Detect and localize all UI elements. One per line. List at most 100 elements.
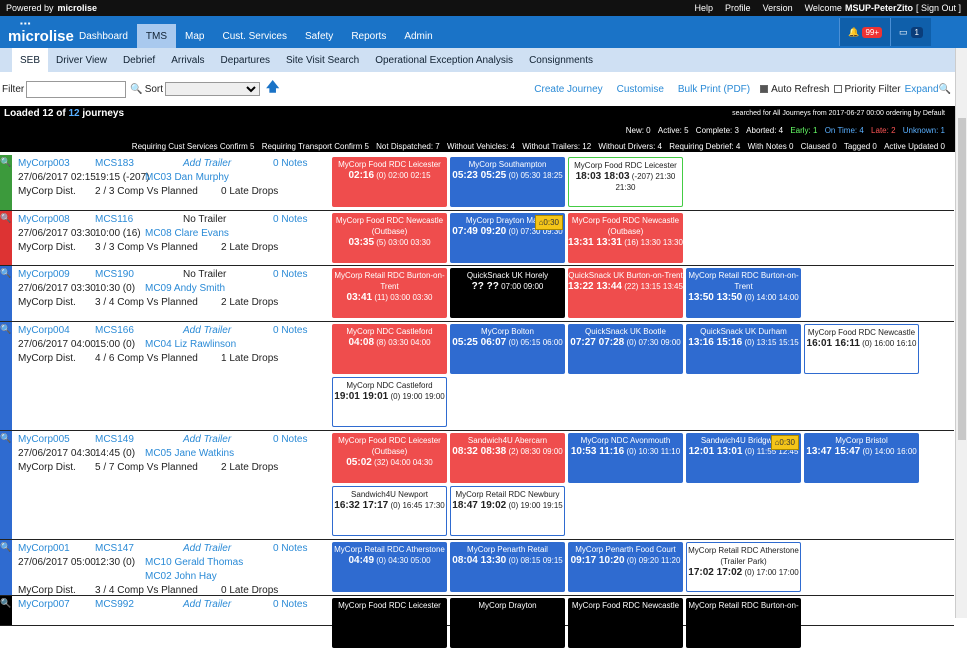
notes-link[interactable]: 0 Notes bbox=[273, 325, 308, 336]
vehicle-link[interactable]: MCS992 bbox=[95, 599, 134, 610]
stop-card[interactable]: MyCorp Drayton bbox=[450, 598, 565, 648]
stop-card[interactable]: MyCorp Retail RDC Atherstone (Trailer Pa… bbox=[686, 542, 801, 592]
notes-link[interactable]: 0 Notes bbox=[273, 158, 308, 169]
req-without-trailers[interactable]: Without Trailers: 12 bbox=[522, 142, 592, 151]
expand-link[interactable]: Expand bbox=[904, 83, 939, 95]
stop-card[interactable]: QuickSnack UK Horely ?? ?? 07:00 09:00 bbox=[450, 268, 565, 318]
req-claused[interactable]: Claused 0 bbox=[800, 142, 837, 151]
subtab-departures[interactable]: Departures bbox=[220, 54, 271, 66]
trailer-link[interactable]: No Trailer bbox=[183, 214, 227, 225]
journey-id-link[interactable]: MyCorp007 bbox=[18, 599, 70, 610]
zoom-icon[interactable]: 🔍 bbox=[0, 598, 12, 608]
driver-link[interactable]: MC08 Clare Evans bbox=[145, 228, 229, 239]
journey-id-link[interactable]: MyCorp004 bbox=[18, 325, 70, 336]
subtab-debrief[interactable]: Debrief bbox=[122, 54, 156, 66]
req-transport[interactable]: Requiring Transport Confirm 5 bbox=[261, 142, 369, 151]
zoom-icon[interactable]: 🔍 bbox=[0, 324, 12, 334]
vehicle-link[interactable]: MCS183 bbox=[95, 158, 134, 169]
stop-card[interactable]: MyCorp Southampton 05:23 05:25 (0) 05:30… bbox=[450, 157, 565, 207]
stop-card[interactable]: MyCorp Food RDC Newcastle (Outbase) 03:3… bbox=[332, 213, 447, 263]
stop-card[interactable]: MyCorp Retail RDC Atherstone 04:49 (0) 0… bbox=[332, 542, 447, 592]
req-with-notes[interactable]: With Notes 0 bbox=[747, 142, 794, 151]
auto-refresh-checkbox[interactable] bbox=[760, 85, 769, 93]
stop-card[interactable]: QuickSnack UK Durham 13:16 15:16 (0) 13:… bbox=[686, 324, 801, 374]
nav-tab-dashboard[interactable]: Dashboard bbox=[79, 30, 128, 42]
stop-card[interactable]: MyCorp Retail RDC Burton-on- bbox=[686, 598, 801, 648]
subtab-seb[interactable]: SEB bbox=[12, 48, 49, 72]
stop-card[interactable]: QuickSnack UK Burton-on-Trent 13:22 13:4… bbox=[568, 268, 683, 318]
sort-select[interactable] bbox=[165, 82, 261, 96]
req-not-dispatched[interactable]: Not Dispatched: 7 bbox=[376, 142, 440, 151]
notes-link[interactable]: 0 Notes bbox=[273, 214, 308, 225]
req-without-vehicles[interactable]: Without Vehicles: 4 bbox=[446, 142, 516, 151]
req-tagged[interactable]: Tagged 0 bbox=[843, 142, 877, 151]
vehicle-link[interactable]: MCS147 bbox=[95, 543, 134, 554]
notes-link[interactable]: 0 Notes bbox=[273, 269, 308, 280]
journey-id-link[interactable]: MyCorp005 bbox=[18, 434, 70, 445]
stop-card[interactable]: Sandwich4U Newport 16:32 17:17 (0) 16:45… bbox=[332, 486, 447, 536]
zoom-icon[interactable]: 🔍 bbox=[0, 542, 12, 552]
bulk-print-link[interactable]: Bulk Print (PDF) bbox=[677, 83, 751, 95]
trailer-link[interactable]: No Trailer bbox=[183, 269, 227, 280]
scrollbar[interactable] bbox=[955, 48, 967, 618]
stop-card[interactable]: MyCorp NDC Avonmouth 10:53 11:16 (0) 10:… bbox=[568, 433, 683, 483]
zoom-icon[interactable]: 🔍 bbox=[0, 213, 12, 223]
stop-card[interactable]: MyCorp Food RDC Newcastle 16:01 16:11 (0… bbox=[804, 324, 919, 374]
magnify-icon[interactable]: 🔍 bbox=[938, 83, 951, 95]
vehicle-link[interactable]: MCS116 bbox=[95, 214, 134, 225]
subtab-operational-exception-analysis[interactable]: Operational Exception Analysis bbox=[375, 54, 514, 66]
subtab-arrivals[interactable]: Arrivals bbox=[171, 54, 205, 66]
journey-id-link[interactable]: MyCorp008 bbox=[18, 214, 70, 225]
journey-id-link[interactable]: MyCorp003 bbox=[18, 158, 70, 169]
priority-filter-checkbox[interactable] bbox=[833, 85, 842, 93]
messages-button[interactable]: ▭ 1 bbox=[890, 18, 931, 46]
nav-tab-safety[interactable]: Safety bbox=[304, 30, 334, 42]
driver-link[interactable]: MC10 Gerald Thomas bbox=[145, 557, 244, 568]
stop-card[interactable]: MyCorp NDC Castleford 19:01 19:01 (0) 19… bbox=[332, 377, 447, 427]
scrollbar-thumb[interactable] bbox=[958, 118, 966, 440]
stop-card[interactable]: MyCorp Food RDC Newcastle bbox=[568, 598, 683, 648]
stop-card[interactable]: MyCorp Penarth Food Court 09:17 10:20 (0… bbox=[568, 542, 683, 592]
journey-id-link[interactable]: MyCorp001 bbox=[18, 543, 70, 554]
stop-card[interactable]: MyCorp Drayton Manor 07:49 09:20 (0) 07:… bbox=[450, 213, 565, 263]
stop-card[interactable]: MyCorp Food RDC Leicester (Outbase) 05:0… bbox=[332, 433, 447, 483]
stop-card[interactable]: MyCorp Bristol 13:47 15:47 (0) 14:00 16:… bbox=[804, 433, 919, 483]
trailer-link[interactable]: Add Trailer bbox=[183, 543, 232, 554]
driver-link[interactable]: MC09 Andy Smith bbox=[145, 283, 226, 294]
trailer-link[interactable]: Add Trailer bbox=[183, 158, 232, 169]
nav-tab-map[interactable]: Map bbox=[185, 30, 205, 42]
req-active-updated[interactable]: Active Updated 0 bbox=[884, 142, 945, 151]
driver-link[interactable]: MC04 Liz Rawlinson bbox=[145, 339, 237, 350]
trailer-link[interactable]: Add Trailer bbox=[183, 599, 232, 610]
zoom-icon[interactable]: 🔍 bbox=[0, 268, 12, 278]
stop-card[interactable]: MyCorp Food RDC Leicester 02:16 (0) 02:0… bbox=[332, 157, 447, 207]
stop-card[interactable]: Sandwich4U Abercarn 08:32 08:38 (2) 08:3… bbox=[450, 433, 565, 483]
subtab-driver-view[interactable]: Driver View bbox=[56, 54, 107, 66]
help-link[interactable]: Help bbox=[694, 3, 714, 13]
trailer-link[interactable]: Add Trailer bbox=[183, 325, 232, 336]
notes-link[interactable]: 0 Notes bbox=[273, 599, 308, 610]
create-journey-link[interactable]: Create Journey bbox=[534, 83, 603, 95]
stop-card[interactable]: QuickSnack UK Bootle 07:27 07:28 (0) 07:… bbox=[568, 324, 683, 374]
trailer-link[interactable]: Add Trailer bbox=[183, 434, 232, 445]
driver-link[interactable]: MC05 Jane Watkins bbox=[145, 448, 235, 459]
vehicle-link[interactable]: MCS166 bbox=[95, 325, 134, 336]
customise-link[interactable]: Customise bbox=[616, 83, 664, 95]
stop-card[interactable]: MyCorp Food RDC Leicester 18:03 18:03 (-… bbox=[568, 157, 683, 207]
driver2-link[interactable]: MC02 John Hay bbox=[145, 571, 217, 582]
stop-card[interactable]: MyCorp Food RDC Leicester bbox=[332, 598, 447, 648]
zoom-icon[interactable]: 🔍 bbox=[0, 433, 12, 443]
driver-link[interactable]: MC03 Dan Murphy bbox=[145, 172, 229, 183]
notes-link[interactable]: 0 Notes bbox=[273, 543, 308, 554]
search-icon[interactable]: 🔍 bbox=[130, 83, 143, 95]
nav-tab-reports[interactable]: Reports bbox=[351, 30, 387, 42]
req-cust-services[interactable]: Requiring Cust Services Confirm 5 bbox=[131, 142, 255, 151]
req-without-drivers[interactable]: Without Drivers: 4 bbox=[598, 142, 662, 151]
nav-tab-tms[interactable]: TMS bbox=[136, 24, 177, 48]
filter-input[interactable] bbox=[26, 80, 127, 98]
nav-tab-admin[interactable]: Admin bbox=[404, 30, 433, 42]
stop-card[interactable]: Sandwich4U Bridgwater 12:01 13:01 (0) 11… bbox=[686, 433, 801, 483]
alerts-button[interactable]: 🔔 99+ bbox=[839, 18, 891, 46]
microlise-logo[interactable]: ▪▪▪ microlise bbox=[8, 18, 74, 48]
sort-direction-icon[interactable]: 🡅 bbox=[266, 79, 280, 94]
